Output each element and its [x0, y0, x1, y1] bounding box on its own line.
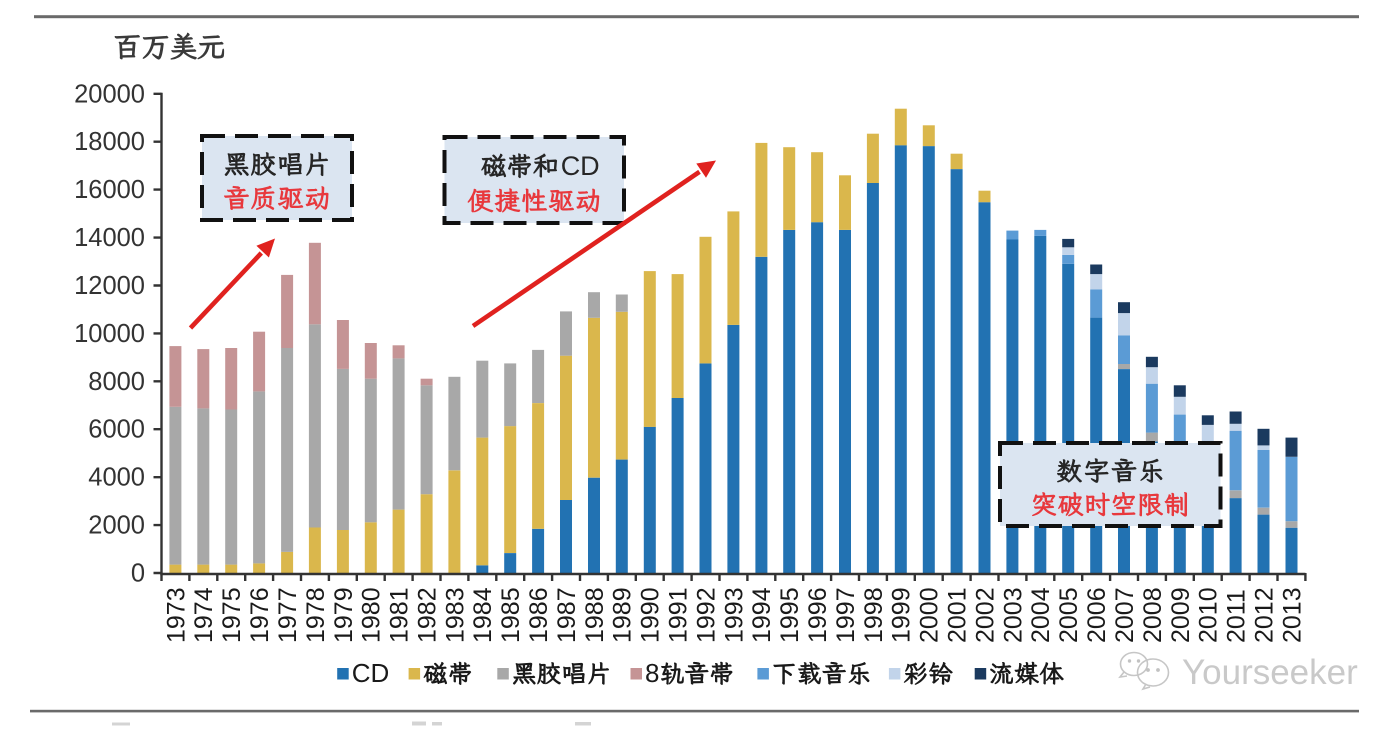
svg-text:4000: 4000	[88, 464, 145, 492]
svg-text:2013: 2013	[1278, 587, 1306, 643]
svg-text:2008: 2008	[1139, 587, 1167, 643]
svg-text:8: 8	[645, 658, 659, 688]
svg-text:1997: 1997	[832, 587, 860, 643]
svg-text:2003: 2003	[999, 587, 1027, 643]
svg-text:0: 0	[131, 560, 145, 588]
svg-text:2010: 2010	[1195, 587, 1223, 643]
svg-text:1981: 1981	[386, 587, 414, 643]
svg-text:1990: 1990	[637, 587, 665, 643]
svg-text:12000: 12000	[74, 272, 145, 300]
svg-text:1998: 1998	[860, 587, 888, 643]
svg-text:1973: 1973	[162, 587, 190, 643]
svg-text:1976: 1976	[246, 587, 274, 643]
svg-text:1978: 1978	[302, 587, 330, 643]
svg-text:1979: 1979	[330, 587, 358, 643]
svg-text:18000: 18000	[74, 128, 145, 156]
svg-text:1996: 1996	[804, 587, 832, 643]
svg-text:1993: 1993	[720, 587, 748, 643]
svg-text:6000: 6000	[88, 416, 145, 444]
svg-text:Yourseeker: Yourseeker	[1182, 653, 1358, 692]
svg-text:1982: 1982	[413, 587, 441, 643]
svg-text:1974: 1974	[190, 587, 218, 643]
svg-text:16000: 16000	[74, 176, 145, 204]
svg-text:1988: 1988	[581, 587, 609, 643]
svg-text:2011: 2011	[1223, 589, 1251, 643]
svg-text:1999: 1999	[888, 587, 916, 643]
svg-text:1985: 1985	[497, 587, 525, 643]
svg-text:1983: 1983	[441, 587, 469, 643]
svg-text:2000: 2000	[916, 587, 944, 643]
svg-text:10000: 10000	[74, 320, 145, 348]
svg-text:1977: 1977	[274, 587, 302, 643]
svg-text:CD: CD	[561, 151, 600, 181]
svg-text:1991: 1991	[665, 587, 693, 643]
svg-text:1984: 1984	[469, 587, 497, 643]
svg-text:2001: 2001	[944, 587, 972, 643]
svg-text:2007: 2007	[1111, 587, 1139, 643]
svg-text:CD: CD	[352, 658, 390, 688]
svg-text:1980: 1980	[358, 587, 386, 643]
svg-text:1975: 1975	[218, 587, 246, 643]
svg-text:20000: 20000	[74, 80, 145, 108]
svg-text:2006: 2006	[1083, 587, 1111, 643]
svg-text:2000: 2000	[88, 512, 145, 540]
svg-text:8000: 8000	[88, 368, 145, 396]
svg-text:2005: 2005	[1055, 587, 1083, 643]
svg-text:1992: 1992	[692, 587, 720, 643]
svg-text:1986: 1986	[525, 587, 553, 643]
svg-text:2004: 2004	[1027, 587, 1055, 643]
svg-text:1987: 1987	[553, 587, 581, 643]
svg-text:2009: 2009	[1167, 587, 1195, 643]
svg-text:1994: 1994	[748, 587, 776, 643]
svg-text:1989: 1989	[609, 587, 637, 643]
svg-text:14000: 14000	[74, 224, 145, 252]
svg-text:2002: 2002	[971, 587, 999, 643]
svg-text:1995: 1995	[776, 587, 804, 643]
svg-text:2012: 2012	[1251, 587, 1279, 643]
